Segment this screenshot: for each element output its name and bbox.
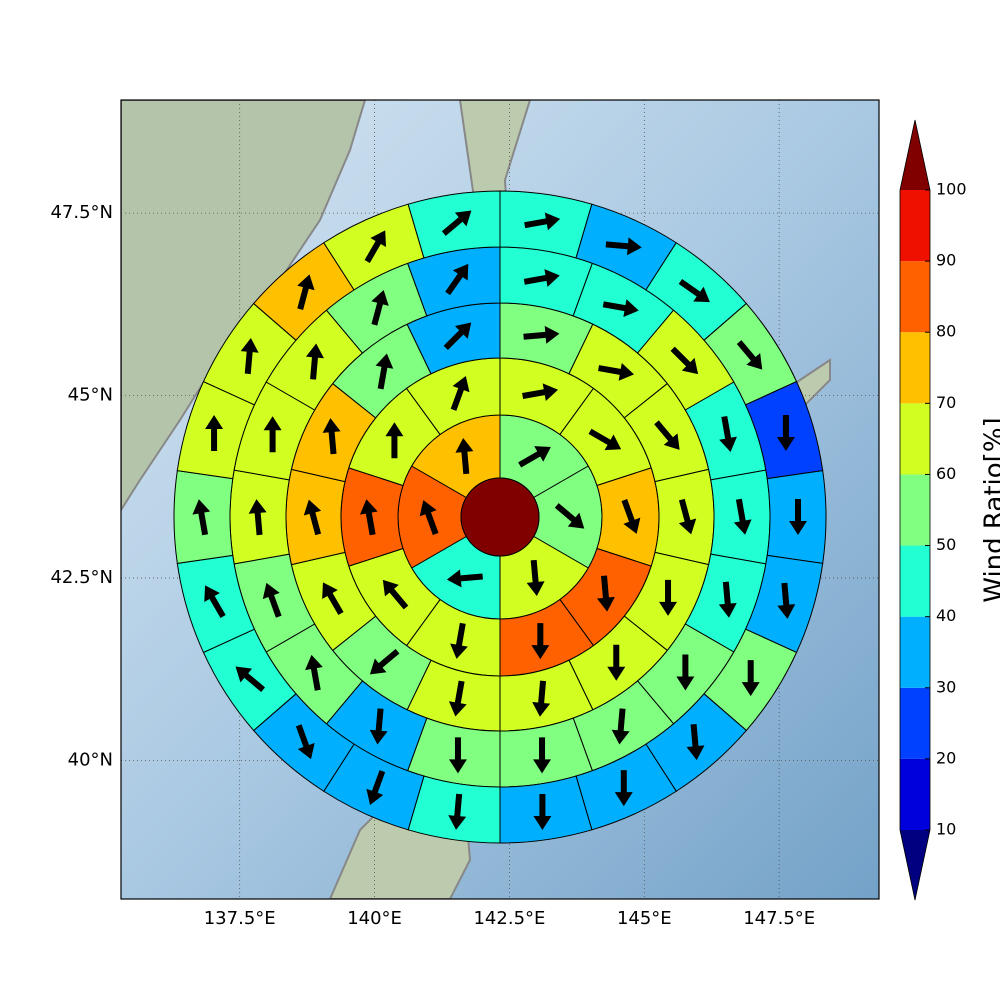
y-tick-label: 40°N — [68, 749, 113, 770]
x-tick-label: 137.5°E — [204, 908, 276, 929]
colorbar-segment — [900, 617, 930, 688]
colorbar-tick-label: 90 — [936, 251, 956, 270]
colorbar-segment — [900, 403, 930, 474]
colorbar-segment — [900, 546, 930, 617]
colorbar-tick-label: 40 — [936, 606, 956, 625]
colorbar-tick-label: 50 — [936, 535, 956, 554]
colorbar-tick-label: 10 — [936, 820, 956, 839]
colorbar-tick-label: 30 — [936, 677, 956, 696]
colorbar-over — [900, 120, 930, 190]
colorbar-segment — [900, 332, 930, 403]
colorbar-segment — [900, 474, 930, 545]
colorbar-segment — [900, 261, 930, 332]
y-tick-label: 42.5°N — [50, 567, 113, 588]
colorbar-segment — [900, 759, 930, 830]
colorbar-tick-label: 20 — [936, 748, 956, 767]
colorbar-segment — [900, 190, 930, 261]
x-tick-label: 147.5°E — [743, 908, 815, 929]
y-tick-label: 47.5°N — [50, 202, 113, 223]
colorbar-under — [900, 830, 930, 900]
y-tick-label: 45°N — [68, 385, 113, 406]
colorbar-tick-label: 70 — [936, 393, 956, 412]
x-tick-label: 145°E — [617, 908, 672, 929]
colorbar: 10 20 30 40 50 60 70 80 90 100 — [900, 120, 967, 900]
x-tick-label: 140°E — [347, 908, 402, 929]
colorbar-tick-label: 80 — [936, 322, 956, 341]
colorbar-segment — [900, 688, 930, 759]
colorbar-tick-label: 60 — [936, 464, 956, 483]
colorbar-tick-label: 100 — [936, 180, 967, 199]
center-disc — [461, 478, 539, 556]
colorbar-label: Wind Ratio[%] — [980, 417, 1000, 602]
x-tick-label: 142.5°E — [473, 908, 545, 929]
